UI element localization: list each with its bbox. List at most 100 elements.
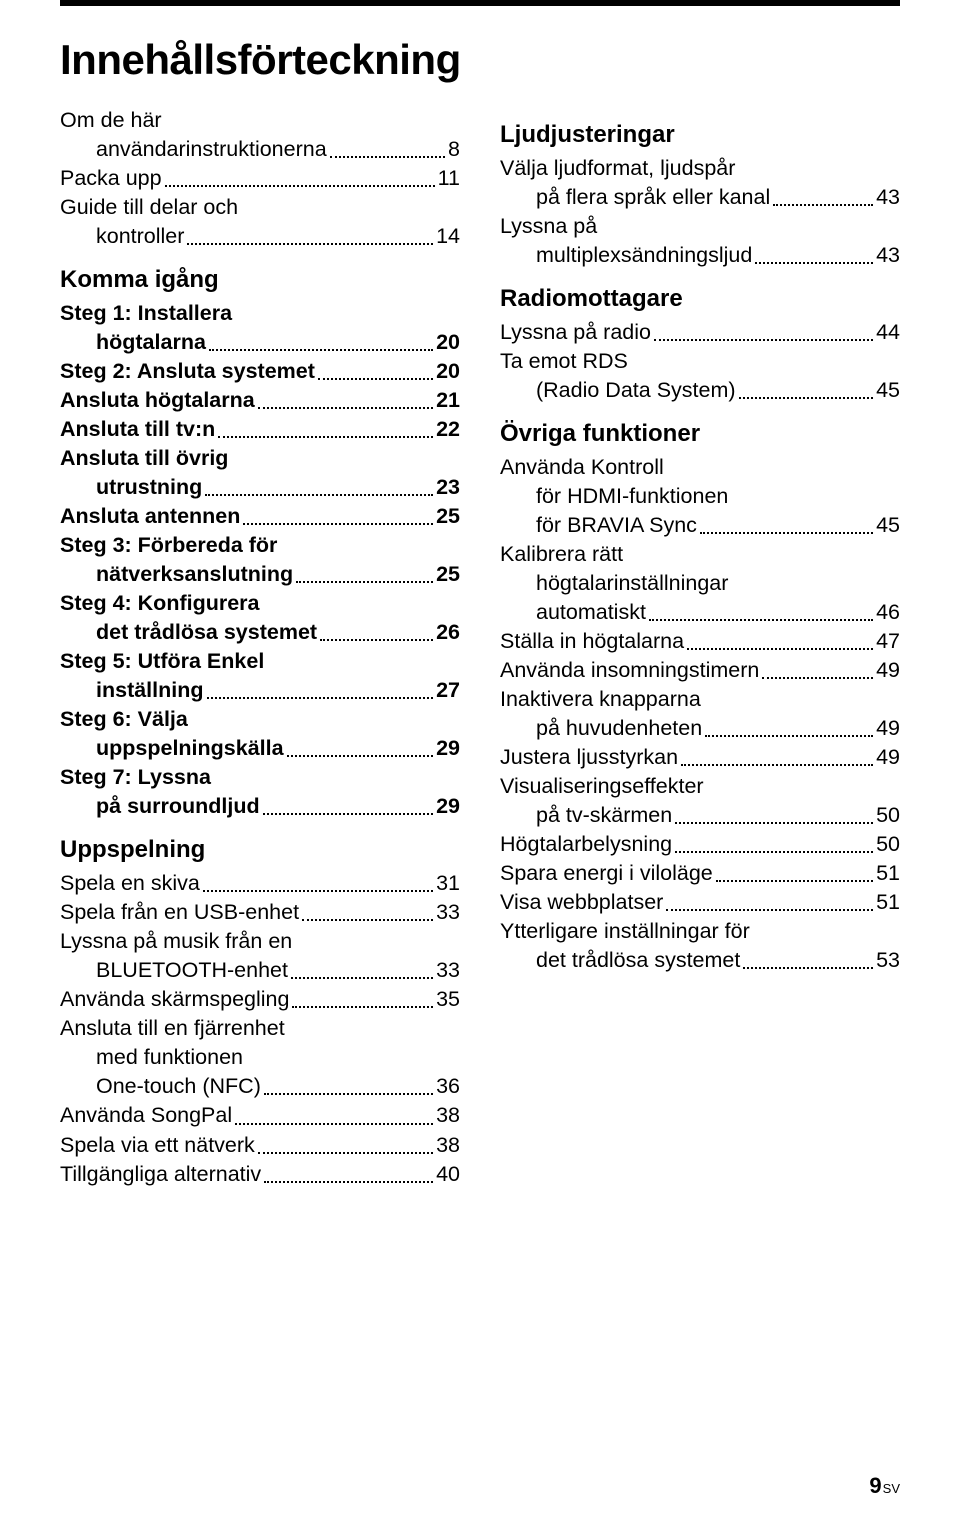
toc-entry: Justera ljusstyrkan 49 [500, 743, 900, 772]
toc-entry-page: 14 [436, 222, 460, 251]
toc-entry-line: Lyssna på musik från en [60, 927, 460, 956]
toc-entry: (Radio Data System) 45 [500, 376, 900, 405]
toc-entry-page: 38 [436, 1101, 460, 1130]
toc-entry-label: (Radio Data System) [536, 376, 736, 405]
toc-entry: högtalarna 20 [60, 328, 460, 357]
toc-leader-dots [209, 349, 433, 351]
toc-entry-label: Lyssna på radio [500, 318, 651, 347]
toc-entry: Högtalarbelysning 50 [500, 830, 900, 859]
toc-entry-line: Steg 1: Installera [60, 299, 460, 328]
toc-entry: inställning 27 [60, 676, 460, 705]
page-footer: 9SV [869, 1473, 900, 1499]
toc-entry-line: med funktionen [60, 1043, 460, 1072]
toc-leader-dots [675, 822, 873, 824]
toc-entry: Packa upp 11 [60, 164, 460, 193]
toc-leader-dots [296, 581, 433, 583]
toc-leader-dots [243, 523, 433, 525]
toc-entry-label: Använda skärmspegling [60, 985, 289, 1014]
toc-entry: användarinstruktionerna 8 [60, 135, 460, 164]
toc-entry-page: 45 [876, 511, 900, 540]
toc-entry: Spara energi i viloläge 51 [500, 859, 900, 888]
toc-leader-dots [264, 1181, 433, 1183]
toc-entry-label: Spela från en USB-enhet [60, 898, 299, 927]
toc-entry-page: 20 [436, 328, 460, 357]
toc-entry-line: Kalibrera rätt [500, 540, 900, 569]
toc-leader-dots [716, 880, 873, 882]
toc-entry-line: Steg 5: Utföra Enkel [60, 647, 460, 676]
toc-entry-page: 46 [876, 598, 900, 627]
toc-entry-label: BLUETOOTH-enhet [96, 956, 288, 985]
toc-leader-dots [762, 677, 873, 679]
toc-leader-dots [302, 919, 433, 921]
toc-entry-label: Spela via ett nätverk [60, 1131, 255, 1160]
toc-entry: Lyssna på radio 44 [500, 318, 900, 347]
toc-entry-page: 40 [436, 1160, 460, 1189]
toc-entry-page: 20 [436, 357, 460, 386]
toc-entry: Ansluta högtalarna 21 [60, 386, 460, 415]
toc-entry: det trådlösa systemet 53 [500, 946, 900, 975]
toc-leader-dots [739, 397, 874, 399]
toc-leader-dots [700, 532, 873, 534]
toc-entry: på tv-skärmen 50 [500, 801, 900, 830]
toc-entry-page: 38 [436, 1131, 460, 1160]
toc-leader-dots [258, 407, 433, 409]
toc-leader-dots [205, 494, 433, 496]
toc-section-heading: Komma igång [60, 265, 460, 295]
toc-section-heading: Övriga funktioner [500, 419, 900, 449]
toc-entry-page: 49 [876, 714, 900, 743]
toc-entry-line: Välja ljudformat, ljudspår [500, 154, 900, 183]
toc-entry-page: 8 [448, 135, 460, 164]
toc-leader-dots [263, 813, 433, 815]
toc-column-left: Om de häranvändarinstruktionerna 8Packa … [60, 106, 460, 1189]
toc-section-heading: Uppspelning [60, 835, 460, 865]
toc-entry: nätverksanslutning 25 [60, 560, 460, 589]
toc-entry-label: det trådlösa systemet [96, 618, 317, 647]
toc-entry-page: 49 [876, 743, 900, 772]
toc-leader-dots [755, 262, 873, 264]
toc-entry-page: 29 [436, 792, 460, 821]
toc-section-heading: Ljudjusteringar [500, 120, 900, 150]
toc-entry-label: kontroller [96, 222, 184, 251]
toc-entry: Spela via ett nätverk 38 [60, 1131, 460, 1160]
top-rule [60, 0, 900, 6]
toc-leader-dots [318, 378, 433, 380]
toc-entry-line: Steg 3: Förbereda för [60, 531, 460, 560]
toc-entry-page: 51 [876, 888, 900, 917]
toc-entry-line: Steg 4: Konfigurera [60, 589, 460, 618]
toc-entry: på huvudenheten 49 [500, 714, 900, 743]
page: Innehållsförteckning Om de häranvändarin… [0, 0, 960, 1535]
toc-entry: på flera språk eller kanal 43 [500, 183, 900, 212]
toc-entry-line: Ansluta till en fjärrenhet [60, 1014, 460, 1043]
toc-entry-label: det trådlösa systemet [536, 946, 740, 975]
toc-entry: uppspelningskälla 29 [60, 734, 460, 763]
toc-leader-dots [675, 851, 873, 853]
toc-leader-dots [705, 735, 873, 737]
toc-entry-label: utrustning [96, 473, 202, 502]
toc-leader-dots [203, 890, 433, 892]
toc-entry: Spela en skiva 31 [60, 869, 460, 898]
toc-entry-label: Visa webbplatser [500, 888, 663, 917]
toc-entry-line: Ta emot RDS [500, 347, 900, 376]
toc-entry-label: högtalarna [96, 328, 206, 357]
toc-entry-label: Spara energi i viloläge [500, 859, 713, 888]
toc-entry-page: 50 [876, 801, 900, 830]
toc-leader-dots [235, 1123, 433, 1125]
toc-entry-line: Guide till delar och [60, 193, 460, 222]
toc-entry-label: uppspelningskälla [96, 734, 284, 763]
toc-entry-label: Använda SongPal [60, 1101, 232, 1130]
toc-entry-label: inställning [96, 676, 204, 705]
toc-leader-dots [165, 185, 435, 187]
toc-entry-page: 25 [436, 502, 460, 531]
toc-entry-page: 53 [876, 946, 900, 975]
toc-leader-dots [291, 977, 433, 979]
toc-entry-page: 29 [436, 734, 460, 763]
toc-entry-label: Använda insomningstimern [500, 656, 759, 685]
toc-entry-page: 22 [436, 415, 460, 444]
toc-leader-dots [258, 1152, 433, 1154]
toc-entry: Visa webbplatser 51 [500, 888, 900, 917]
toc-entry-line: Ansluta till övrig [60, 444, 460, 473]
toc-section-heading: Radiomottagare [500, 284, 900, 314]
toc-entry-line: Steg 7: Lyssna [60, 763, 460, 792]
toc-entry: utrustning 23 [60, 473, 460, 502]
toc-entry-label: Steg 2: Ansluta systemet [60, 357, 315, 386]
